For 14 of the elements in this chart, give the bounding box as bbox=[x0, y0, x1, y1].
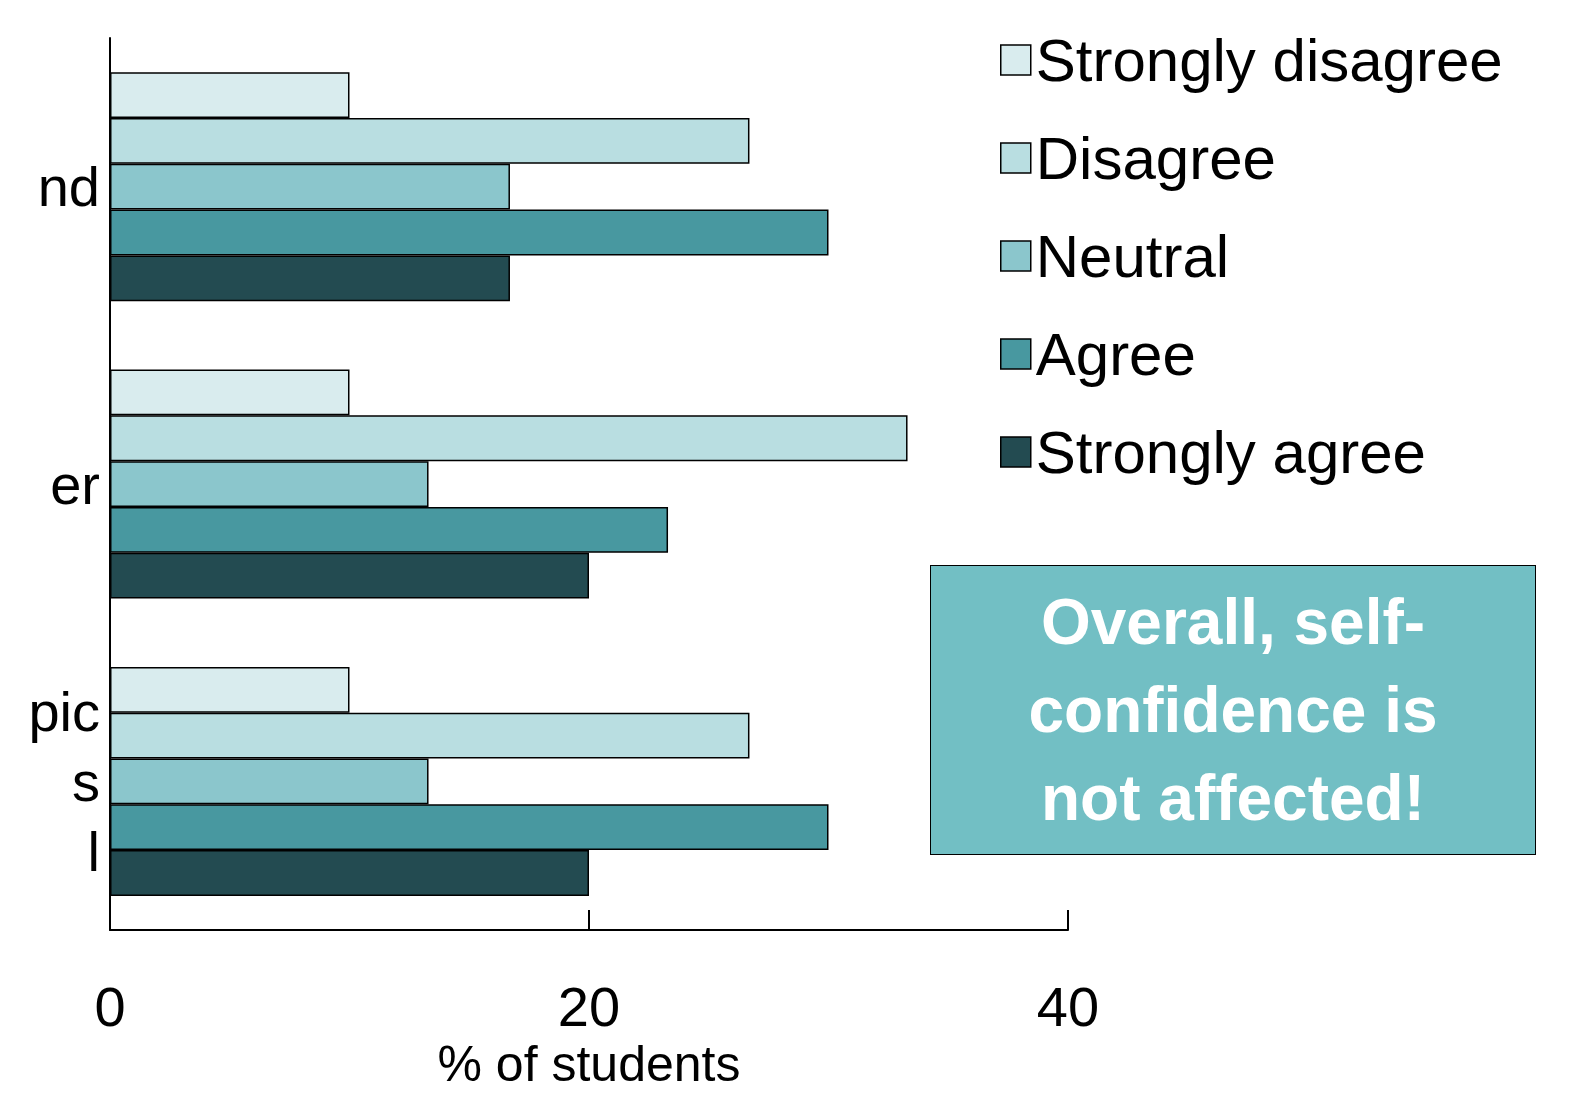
x-tick-label: 20 bbox=[557, 974, 621, 1038]
legend-label: Strongly disagree bbox=[1035, 26, 1503, 94]
legend-label: Neutral bbox=[1035, 222, 1230, 290]
legend-label: Agree bbox=[1035, 320, 1196, 388]
annotation: Overall, self-confidence is not affected! bbox=[1027, 585, 1439, 836]
x-axis-title: % of students bbox=[437, 1036, 741, 1092]
y-tick-label: pic s l bbox=[28, 679, 100, 883]
x-tick-label: 40 bbox=[1036, 974, 1100, 1038]
y-tick-label: er bbox=[50, 452, 100, 516]
x-tick-label: 0 bbox=[94, 974, 126, 1038]
legend-label: Strongly agree bbox=[1035, 418, 1426, 486]
y-tick-label: nd bbox=[37, 155, 100, 219]
legend-label: Disagree bbox=[1035, 124, 1276, 192]
text-box: Overall, self-confidence is not affected! bbox=[930, 565, 1536, 855]
